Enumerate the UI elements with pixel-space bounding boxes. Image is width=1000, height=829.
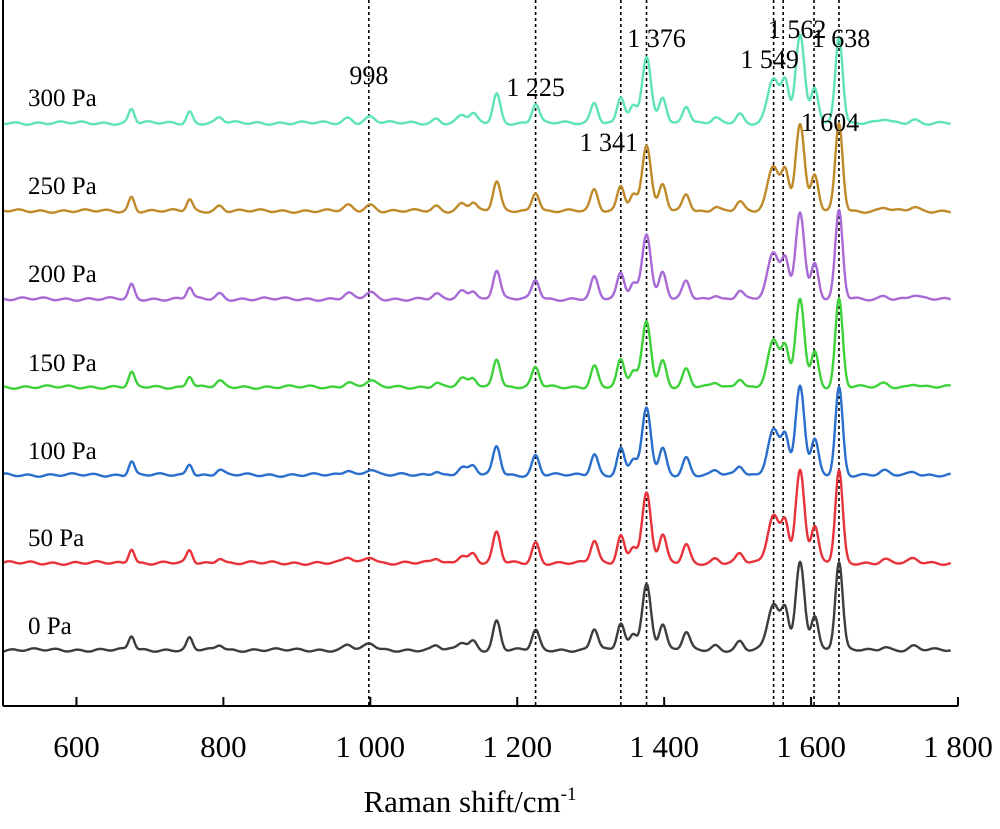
series-label: 300 Pa xyxy=(28,85,97,112)
spectrum-line xyxy=(2,384,952,478)
series-label: 50 Pa xyxy=(28,525,84,552)
x-tick-label: 800 xyxy=(200,729,247,764)
peak-label: 998 xyxy=(349,61,388,90)
series-label: 200 Pa xyxy=(28,261,97,288)
spectrum-line xyxy=(2,122,952,214)
series-label: 100 Pa xyxy=(28,438,97,465)
spectrum-line xyxy=(2,33,952,126)
series-label: 150 Pa xyxy=(28,350,97,377)
peak-label: 1 604 xyxy=(801,108,860,137)
series-label: 0 Pa xyxy=(28,613,72,640)
spectrum-line xyxy=(2,208,952,302)
series-labels: 0 Pa 50 Pa 100 Pa 150 Pa 200 Pa 250 Pa 300 Pa xyxy=(28,85,97,640)
x-tick-label: 1 200 xyxy=(482,729,552,764)
peak-label: 1 549 xyxy=(740,45,799,74)
reference-lines xyxy=(368,0,840,706)
peak-label: 1 562 xyxy=(768,15,827,44)
x-tick-label: 1 600 xyxy=(776,729,846,764)
spectrum-line xyxy=(2,560,952,653)
x-axis-title: Raman shift/cm-1 xyxy=(364,784,577,819)
x-axis-ticks: 600 800 1 000 1 200 1 400 1 600 1 800 xyxy=(53,697,993,764)
series-label: 250 Pa xyxy=(28,173,97,200)
x-tick-label: 1 800 xyxy=(923,729,993,764)
spectrum-line xyxy=(2,468,952,566)
peak-label: 1 376 xyxy=(627,24,686,53)
peak-label: 1 638 xyxy=(812,24,871,53)
spectrum-line xyxy=(2,297,952,390)
x-tick-label: 600 xyxy=(53,729,100,764)
x-tick-label: 1 400 xyxy=(629,729,699,764)
x-axis-title-superscript: -1 xyxy=(561,784,577,805)
peak-label: 1 341 xyxy=(580,128,639,157)
spectra-series xyxy=(2,33,952,653)
peak-label: 1 225 xyxy=(506,73,565,102)
x-tick-label: 1 000 xyxy=(335,729,405,764)
